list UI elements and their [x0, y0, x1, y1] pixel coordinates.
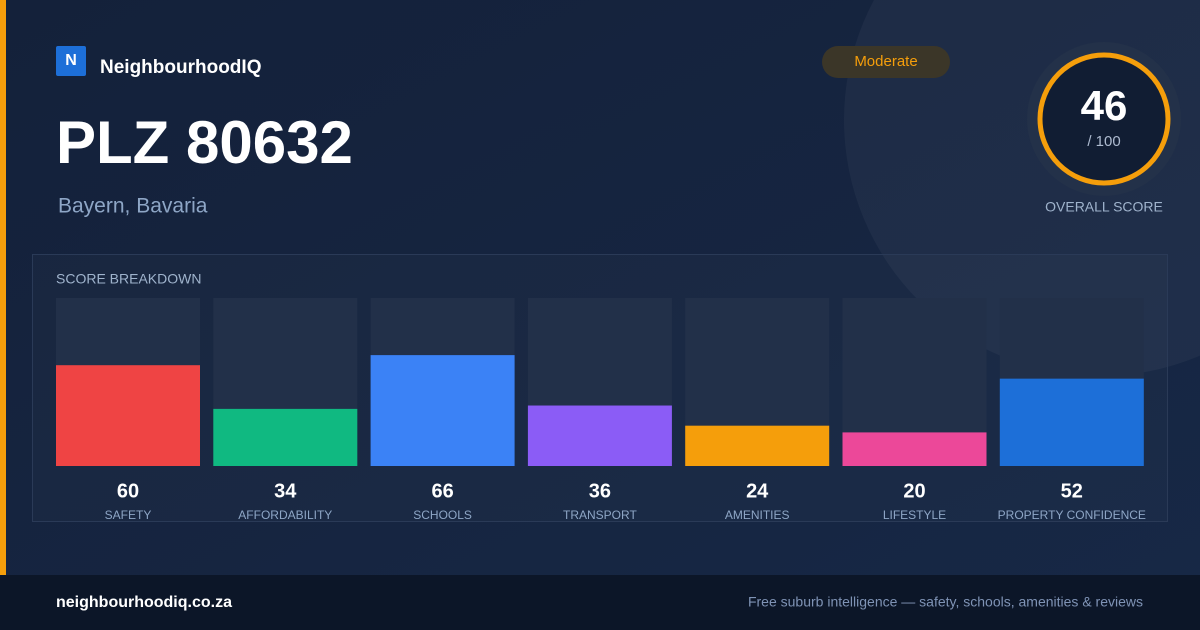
bar-label: TRANSPORT: [563, 508, 637, 522]
bar: [56, 365, 200, 466]
bar-value: 34: [274, 480, 297, 502]
logo-letter: N: [65, 52, 77, 69]
bars: 60 SAFETY 34 AFFORDABILITY 66 SCHOOLS 36 TRANSP…: [56, 298, 1146, 522]
bar-value: 60: [117, 480, 139, 502]
bar: [999, 378, 1144, 466]
accent-stripe: [0, 0, 6, 575]
bar-label: AMENITIES: [725, 508, 790, 522]
bar: [213, 408, 358, 466]
bar: [527, 405, 672, 466]
footer-tagline: Free suburb intelligence — safety, schoo…: [748, 594, 1143, 610]
breakdown-title: SCORE BREAKDOWN: [56, 271, 201, 287]
bar-label: SCHOOLS: [413, 508, 472, 522]
score-ring: [1037, 52, 1171, 186]
footer-site: neighbourhoodiq.co.za: [56, 594, 232, 611]
bar-label: SAFETY: [105, 508, 152, 522]
badge-text: Moderate: [854, 53, 917, 70]
footer: [0, 575, 1200, 630]
score-out-of: / 100: [1087, 133, 1120, 150]
bar: [685, 425, 830, 466]
title: PLZ 80632: [56, 109, 353, 176]
bar-value: 36: [589, 480, 611, 502]
bar: [370, 355, 515, 466]
bar-label: AFFORDABILITY: [238, 508, 332, 522]
brand: NeighbourhoodIQ: [100, 57, 261, 78]
bar-value: 52: [1061, 480, 1083, 502]
bar-value: 20: [903, 480, 925, 502]
breakdown-panel: [32, 254, 1168, 522]
badge: [822, 46, 950, 78]
bar-label: PROPERTY CONFIDENCE: [998, 508, 1146, 522]
score-caption: OVERALL SCORE: [1045, 199, 1163, 215]
score-value: 46: [1081, 82, 1128, 129]
bar-value: 66: [431, 480, 453, 502]
bar-label: LIFESTYLE: [883, 508, 946, 522]
subtitle: Bayern, Bavaria: [58, 195, 208, 218]
bar: [842, 432, 987, 466]
bar-value: 24: [746, 480, 769, 502]
logo: [56, 46, 86, 76]
